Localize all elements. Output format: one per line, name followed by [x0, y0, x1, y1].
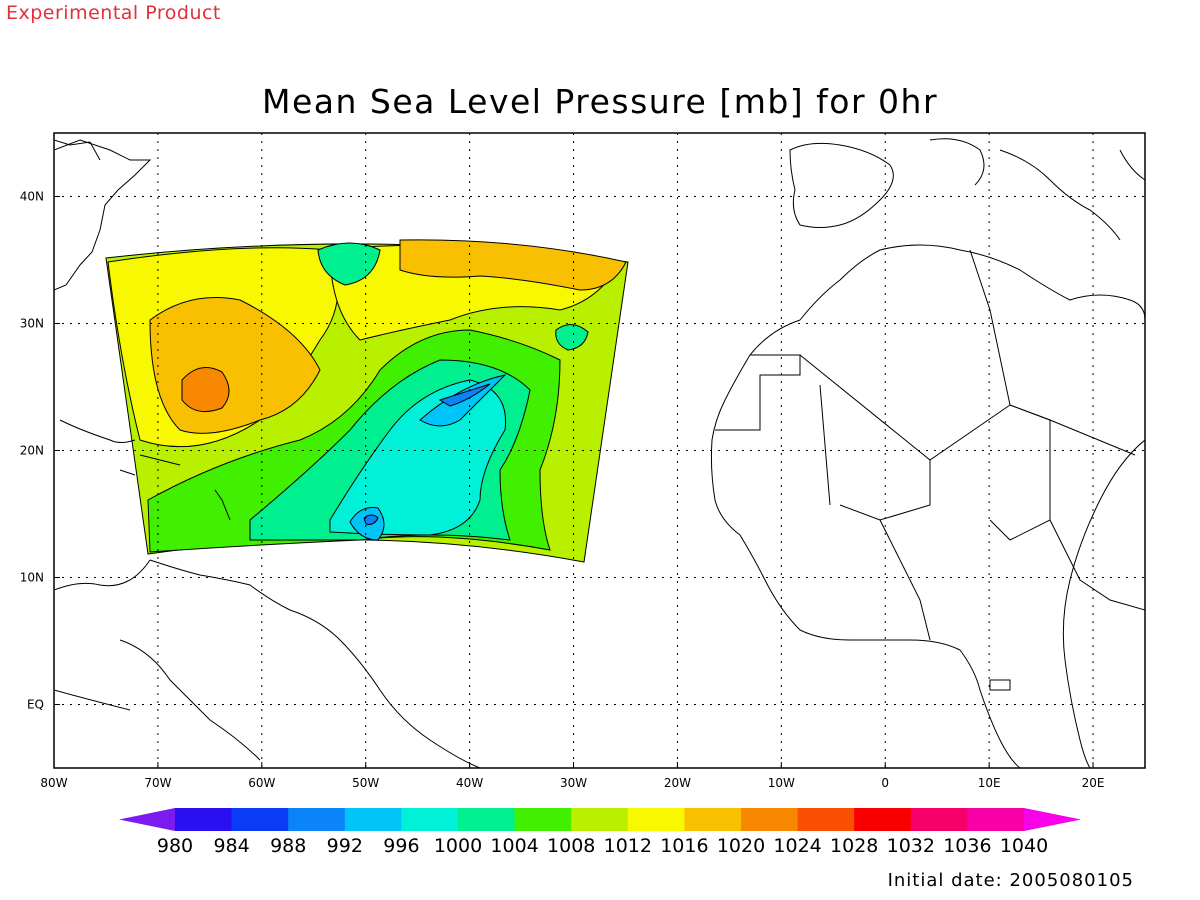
colorbar-level-label: 1024: [773, 835, 821, 857]
field-1004-ne-cell: [555, 324, 589, 351]
pressure-field: [105, 239, 629, 563]
colorbar-swatch: [967, 808, 1025, 831]
colorbar-level-label: 992: [327, 835, 363, 857]
lon-tick-label: 80W: [40, 776, 67, 790]
field-992-south: [363, 514, 379, 525]
lat-tick-labels: 40N 30N 20N 10N EQ: [20, 190, 60, 712]
colorbar-swatch: [910, 808, 968, 831]
colorbar-swatch: [854, 808, 912, 831]
lon-tick-label: 40W: [456, 776, 483, 790]
colorbar-swatch: [458, 808, 516, 831]
colorbar-level-label: 1012: [604, 835, 652, 857]
lon-tick-label: 10W: [768, 776, 795, 790]
lat-tick-label: 20N: [20, 444, 44, 458]
colorbar-level-label: 984: [213, 835, 249, 857]
colorbar-level-label: 1016: [660, 835, 708, 857]
colorbar-level-label: 1032: [887, 835, 935, 857]
colorbar-level-label: 988: [270, 835, 306, 857]
colorbar-swatch: [514, 808, 572, 831]
lon-tick-label: 30W: [560, 776, 587, 790]
colorbar-level-label: 980: [157, 835, 193, 857]
colorbar-swatch: [741, 808, 799, 831]
lat-lon-grid: [54, 133, 1145, 768]
lat-tick-label: 40N: [20, 190, 44, 204]
lon-tick-label: 20W: [664, 776, 691, 790]
lat-tick-label: 10N: [20, 571, 44, 585]
colorbar-level-label: 996: [383, 835, 419, 857]
initial-date-label: Initial date: 2005080105: [887, 870, 1134, 891]
colorbar: [119, 808, 1081, 831]
colorbar-level-label: 1008: [547, 835, 595, 857]
lat-tick-label: 30N: [20, 317, 44, 331]
colorbar-swatch: [344, 808, 402, 831]
colorbar-level-label: 1036: [943, 835, 991, 857]
colorbar-labels: 980 984 988 992 996 1000 1004 1008 1012 1016 1020 1…: [157, 835, 1048, 857]
colorbar-swatch: [401, 808, 459, 831]
lat-tick-label: EQ: [27, 698, 44, 712]
lon-tick-label: 20E: [1082, 776, 1105, 790]
colorbar-low-arrow: [119, 808, 175, 831]
field-1020-ne: [399, 239, 627, 291]
colorbar-swatch: [684, 808, 742, 831]
lon-tick-labels: 80W 70W 60W 50W 40W 30W 20W 10W 0 10E 20E: [40, 762, 1104, 790]
lon-tick-label: 50W: [352, 776, 379, 790]
field-1004-north-cell: [317, 242, 381, 286]
lon-tick-label: 70W: [144, 776, 171, 790]
colorbar-swatch: [797, 808, 855, 831]
field-1024-core: [181, 367, 230, 413]
lon-tick-label: 10E: [978, 776, 1001, 790]
colorbar-level-label: 1040: [1000, 835, 1048, 857]
field-992: [438, 383, 491, 407]
colorbar-swatch: [175, 808, 233, 831]
colorbar-level-label: 1004: [490, 835, 538, 857]
map-title: Mean Sea Level Pressure [mb] for 0hr: [261, 82, 939, 121]
colorbar-swatch: [231, 808, 289, 831]
colorbar-high-arrow: [1024, 808, 1081, 831]
experimental-product-tag: Experimental Product: [6, 2, 221, 24]
colorbar-swatch: [627, 808, 685, 831]
colorbar-swatch: [571, 808, 629, 831]
colorbar-level-label: 1020: [717, 835, 765, 857]
colorbar-level-label: 1000: [434, 835, 482, 857]
lon-tick-label: 60W: [248, 776, 275, 790]
lon-tick-label: 0: [881, 776, 889, 790]
colorbar-swatch: [288, 808, 346, 831]
coastlines: [54, 138, 1145, 768]
colorbar-level-label: 1028: [830, 835, 878, 857]
